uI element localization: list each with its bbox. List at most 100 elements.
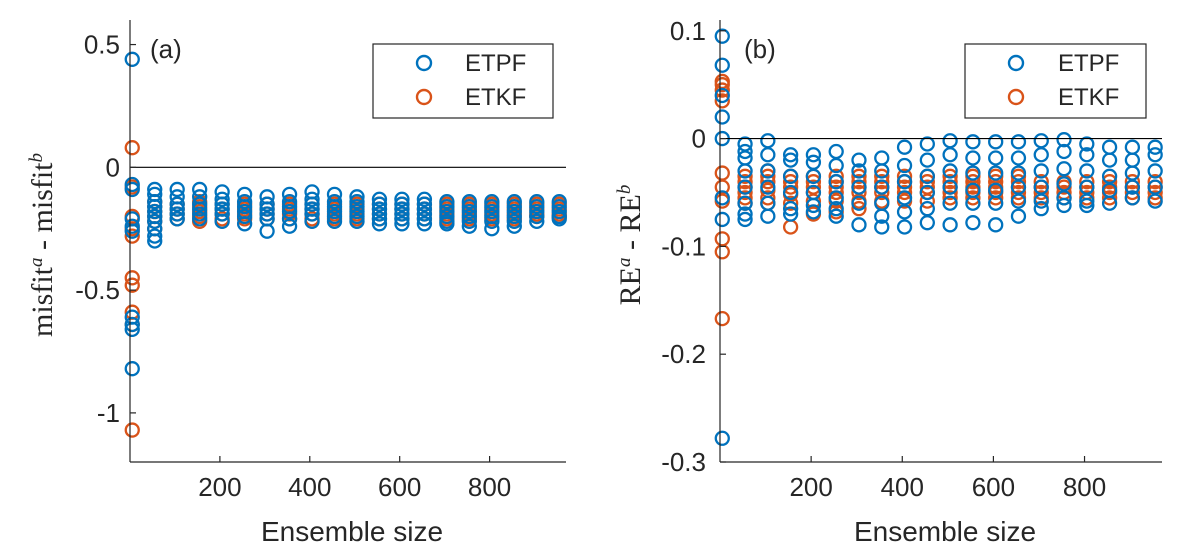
panel-a-axes: 200 400 600 800 0.5 0 -0.5 -1 <box>75 20 566 502</box>
point-etpf <box>236 216 253 232</box>
point-etkf <box>851 174 867 190</box>
point-etpf <box>714 57 730 73</box>
y-tick-label: 0.1 <box>670 16 706 46</box>
point-etpf <box>782 206 799 222</box>
point-etpf <box>147 228 163 244</box>
x-tick-label: 200 <box>198 472 241 502</box>
legend-marker-etpf <box>1007 54 1025 72</box>
point-etpf <box>782 168 799 184</box>
point-etpf <box>304 191 320 207</box>
point-etpf <box>484 198 500 215</box>
point-etpf <box>737 206 753 222</box>
point-etpf <box>1010 134 1027 150</box>
point-etpf <box>828 174 844 190</box>
point-etpf <box>371 191 388 207</box>
point-etpf <box>737 195 753 211</box>
point-etkf <box>124 270 140 286</box>
legend-label-etpf: ETPF <box>1058 50 1119 77</box>
point-etpf <box>169 196 185 212</box>
point-etpf <box>1056 161 1072 177</box>
point-etpf <box>484 221 500 237</box>
panel-a-legend: ETPF ETKF <box>372 43 554 119</box>
point-etpf <box>988 134 1004 150</box>
point-etpf <box>124 51 140 67</box>
point-etpf <box>1033 163 1049 179</box>
point-etpf <box>760 133 776 149</box>
point-etpf <box>169 206 185 222</box>
point-etpf <box>439 216 455 232</box>
x-tick-label: 800 <box>468 472 511 502</box>
point-etpf <box>874 219 890 235</box>
point-etpf <box>988 150 1004 166</box>
point-etkf <box>1124 184 1141 201</box>
point-etkf <box>737 184 753 201</box>
point-etkf <box>124 140 140 156</box>
point-etpf <box>1033 193 1049 209</box>
point-etpf <box>760 179 776 195</box>
point-etpf <box>919 136 935 152</box>
point-etpf <box>506 194 522 210</box>
point-etpf <box>896 139 913 155</box>
point-etpf <box>394 201 410 217</box>
panel-a: 200 400 600 800 0.5 0 -0.5 -1 (a) ETPF ETKF Ens… <box>26 20 567 547</box>
point-etpf <box>192 211 208 227</box>
y-tick-label: -0.1 <box>661 231 706 261</box>
point-etpf <box>919 184 935 201</box>
point-etkf <box>896 168 913 184</box>
point-etpf <box>805 204 822 220</box>
y-tick-label: -0.3 <box>661 447 706 477</box>
panel-b-ylabel: REa - REb <box>614 185 647 306</box>
point-etpf <box>371 201 388 217</box>
point-etpf <box>551 203 567 220</box>
point-etpf <box>349 213 365 230</box>
point-etpf <box>1056 143 1072 160</box>
point-etpf <box>1033 133 1049 149</box>
point-etpf <box>965 195 981 211</box>
point-etpf <box>416 216 433 232</box>
point-etpf <box>1079 197 1095 214</box>
point-etpf <box>896 219 913 235</box>
point-etpf <box>124 321 140 338</box>
point-etpf <box>1124 152 1141 168</box>
point-etpf <box>1147 163 1163 179</box>
point-etpf <box>484 203 500 220</box>
point-etpf <box>439 198 455 215</box>
point-etpf <box>461 198 478 215</box>
point-etpf <box>506 213 522 230</box>
point-etpf <box>326 198 343 215</box>
point-etpf <box>1124 139 1141 155</box>
legend-box <box>964 43 1147 119</box>
point-etkf <box>1010 184 1027 201</box>
point-etkf <box>1101 190 1118 206</box>
point-etpf <box>942 217 958 233</box>
point-etpf <box>828 157 844 174</box>
point-etpf <box>281 211 298 227</box>
legend-marker-etkf <box>1007 88 1025 106</box>
x-tick-label: 600 <box>972 472 1015 502</box>
point-etpf <box>737 211 753 228</box>
point-etpf <box>805 168 822 184</box>
point-etpf <box>214 196 230 212</box>
point-etpf <box>124 218 140 234</box>
point-etpf <box>192 181 208 198</box>
point-etpf <box>214 191 230 207</box>
point-etpf <box>1079 136 1095 152</box>
point-etpf <box>988 217 1004 233</box>
point-etpf <box>529 203 545 220</box>
point-etkf <box>714 244 730 260</box>
panel-b-legend: ETPF ETKF <box>964 43 1147 119</box>
point-etkf <box>124 228 140 244</box>
point-etpf <box>782 152 799 168</box>
point-etpf <box>529 213 545 230</box>
point-etkf <box>760 174 776 190</box>
point-etpf <box>1124 179 1141 195</box>
point-etpf <box>394 191 410 207</box>
point-etpf <box>919 215 935 231</box>
point-etpf <box>551 211 567 227</box>
point-etkf <box>828 168 844 184</box>
point-etpf <box>896 174 913 190</box>
point-etkf <box>828 184 844 201</box>
point-etpf <box>259 201 275 217</box>
point-etpf <box>236 198 253 215</box>
panel-b-marks <box>714 28 1163 446</box>
